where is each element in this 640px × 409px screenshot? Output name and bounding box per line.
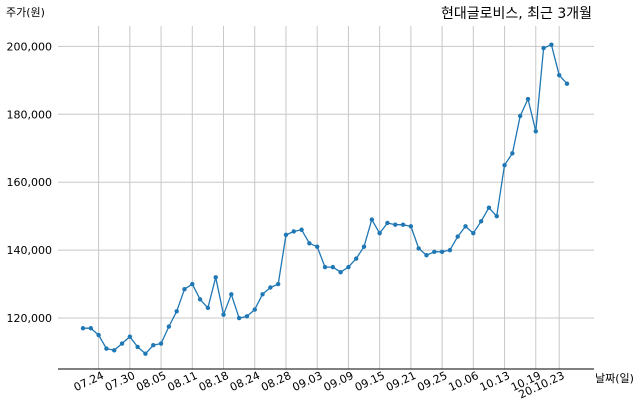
- data-point: [143, 351, 148, 356]
- data-point: [197, 297, 203, 302]
- data-point: [291, 229, 296, 234]
- grid-lines: [58, 26, 594, 369]
- chart-title: 현대글로비스, 최근 3개월: [441, 6, 592, 22]
- data-point: [478, 219, 484, 224]
- data-point: [299, 227, 304, 232]
- data-point: [486, 205, 492, 210]
- data-point: [213, 275, 218, 280]
- data-point: [354, 256, 359, 261]
- data-point: [541, 45, 546, 51]
- data-point: [283, 232, 289, 238]
- data-point: [268, 285, 273, 290]
- data-point: [205, 305, 211, 311]
- data-point: [229, 292, 234, 297]
- x-tick-label: 08.28: [259, 369, 293, 394]
- data-point: [385, 220, 390, 226]
- x-tick-label: 10.13: [478, 369, 512, 394]
- y-axis-label: 주가(원): [6, 6, 45, 19]
- data-point: [252, 307, 257, 312]
- data-point: [96, 332, 101, 338]
- data-point: [564, 81, 570, 86]
- data-point: [377, 230, 382, 236]
- data-point: [322, 264, 328, 270]
- y-tick-label: 140,000: [7, 244, 53, 257]
- x-tick-label: 09.21: [384, 369, 418, 394]
- data-point: [455, 234, 460, 239]
- data-point: [533, 129, 538, 134]
- x-tick-label: 08.11: [166, 369, 200, 394]
- x-tick-label: 20.10.23: [517, 369, 567, 401]
- data-point: [314, 244, 320, 249]
- data-point: [463, 224, 468, 229]
- y-tick-label: 180,000: [7, 108, 53, 121]
- data-point: [104, 346, 109, 351]
- data-point: [361, 244, 367, 249]
- y-tick-label: 160,000: [7, 176, 53, 189]
- data-point: [517, 113, 523, 119]
- data-point: [432, 249, 437, 255]
- x-tick-label: 08.24: [228, 369, 262, 394]
- data-point: [221, 312, 226, 317]
- data-point: [166, 324, 172, 329]
- data-point: [369, 217, 375, 222]
- data-point: [408, 224, 414, 229]
- data-point: [127, 334, 133, 339]
- y-tick-label: 120,000: [7, 312, 53, 325]
- data-point: [88, 326, 94, 331]
- data-point: [190, 281, 195, 287]
- data-point: [525, 96, 531, 102]
- x-tick-label: 07.24: [72, 369, 106, 394]
- data-point: [549, 42, 554, 47]
- x-tick-label: 08.18: [197, 369, 231, 394]
- x-tick-labels: 07.2407.3008.0508.1108.1808.2408.2809.03…: [72, 369, 567, 401]
- data-point: [236, 315, 242, 321]
- data-point: [112, 348, 117, 353]
- data-point: [393, 222, 398, 227]
- data-point: [182, 286, 187, 292]
- data-point: [135, 344, 140, 350]
- x-axis-label: 날짜(일): [595, 371, 634, 385]
- x-tick-label: 09.25: [415, 369, 449, 394]
- y-tick-label: 200,000: [7, 40, 53, 53]
- data-point: [80, 326, 86, 331]
- x-tick-label: 09.15: [353, 369, 387, 394]
- data-point: [556, 73, 562, 78]
- data-point: [346, 264, 351, 270]
- y-tick-labels: 120,000 140,000 160,000 180,000 200,000: [7, 40, 53, 325]
- data-point: [330, 264, 336, 270]
- data-point: [447, 247, 453, 253]
- data-point: [151, 343, 156, 348]
- data-point: [424, 253, 429, 258]
- data-point: [471, 230, 476, 236]
- data-point: [439, 249, 445, 255]
- data-point: [338, 270, 343, 275]
- x-tick-label: 09.03: [290, 369, 324, 394]
- x-tick-label: 08.05: [134, 369, 168, 394]
- data-point: [244, 314, 250, 319]
- data-point: [275, 281, 281, 287]
- x-tick-label: 07.30: [103, 369, 137, 394]
- data-point: [307, 241, 312, 246]
- price-line: [83, 44, 568, 355]
- data-point: [119, 341, 125, 346]
- data-point: [494, 213, 499, 219]
- data-point: [174, 309, 179, 314]
- x-tick-label: 10.06: [447, 369, 481, 394]
- data-point: [260, 292, 265, 297]
- data-point: [400, 222, 406, 227]
- series-layer: [80, 42, 570, 356]
- data-point: [158, 341, 164, 346]
- data-point: [416, 246, 421, 251]
- data-point: [510, 151, 515, 156]
- data-point: [502, 163, 507, 168]
- x-tick-label: 09.09: [322, 369, 356, 394]
